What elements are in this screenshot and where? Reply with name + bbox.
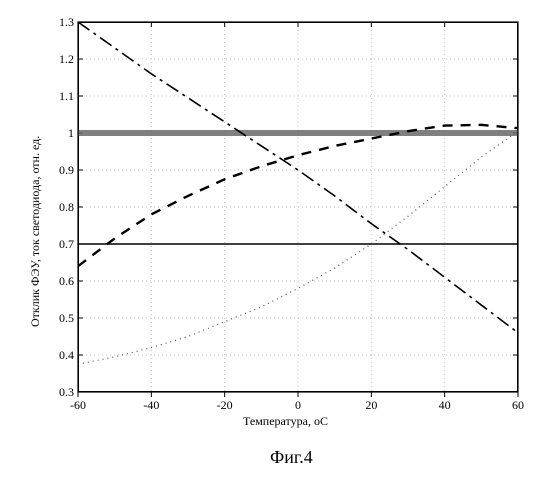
y-tick-label: 0.4	[48, 348, 74, 363]
y-tick-label: 0.7	[48, 237, 74, 252]
y-tick-label: 0.3	[48, 385, 74, 400]
y-tick-label: 1.2	[48, 52, 74, 67]
x-tick-label: 40	[433, 398, 457, 413]
y-tick-label: 0.5	[48, 311, 74, 326]
x-axis-label: Температура, oC	[243, 414, 328, 429]
y-axis-label: Отклик ФЭУ, ток светодиода, отн. ед.	[28, 136, 43, 327]
x-tick-label: 20	[359, 398, 383, 413]
figure-caption: Фиг.4	[270, 447, 313, 468]
chart-wrapper: Отклик ФЭУ, ток светодиода, отн. ед. Тем…	[0, 0, 550, 500]
x-tick-label: 60	[506, 398, 530, 413]
x-tick-label: -40	[139, 398, 163, 413]
y-tick-label: 1.1	[48, 89, 74, 104]
y-tick-label: 1.3	[48, 15, 74, 30]
x-tick-label: -20	[213, 398, 237, 413]
y-tick-label: 0.6	[48, 274, 74, 289]
x-tick-label: 0	[286, 398, 310, 413]
y-tick-label: 0.8	[48, 200, 74, 215]
y-tick-label: 0.9	[48, 163, 74, 178]
x-tick-label: -60	[66, 398, 90, 413]
y-tick-label: 1	[48, 126, 74, 141]
